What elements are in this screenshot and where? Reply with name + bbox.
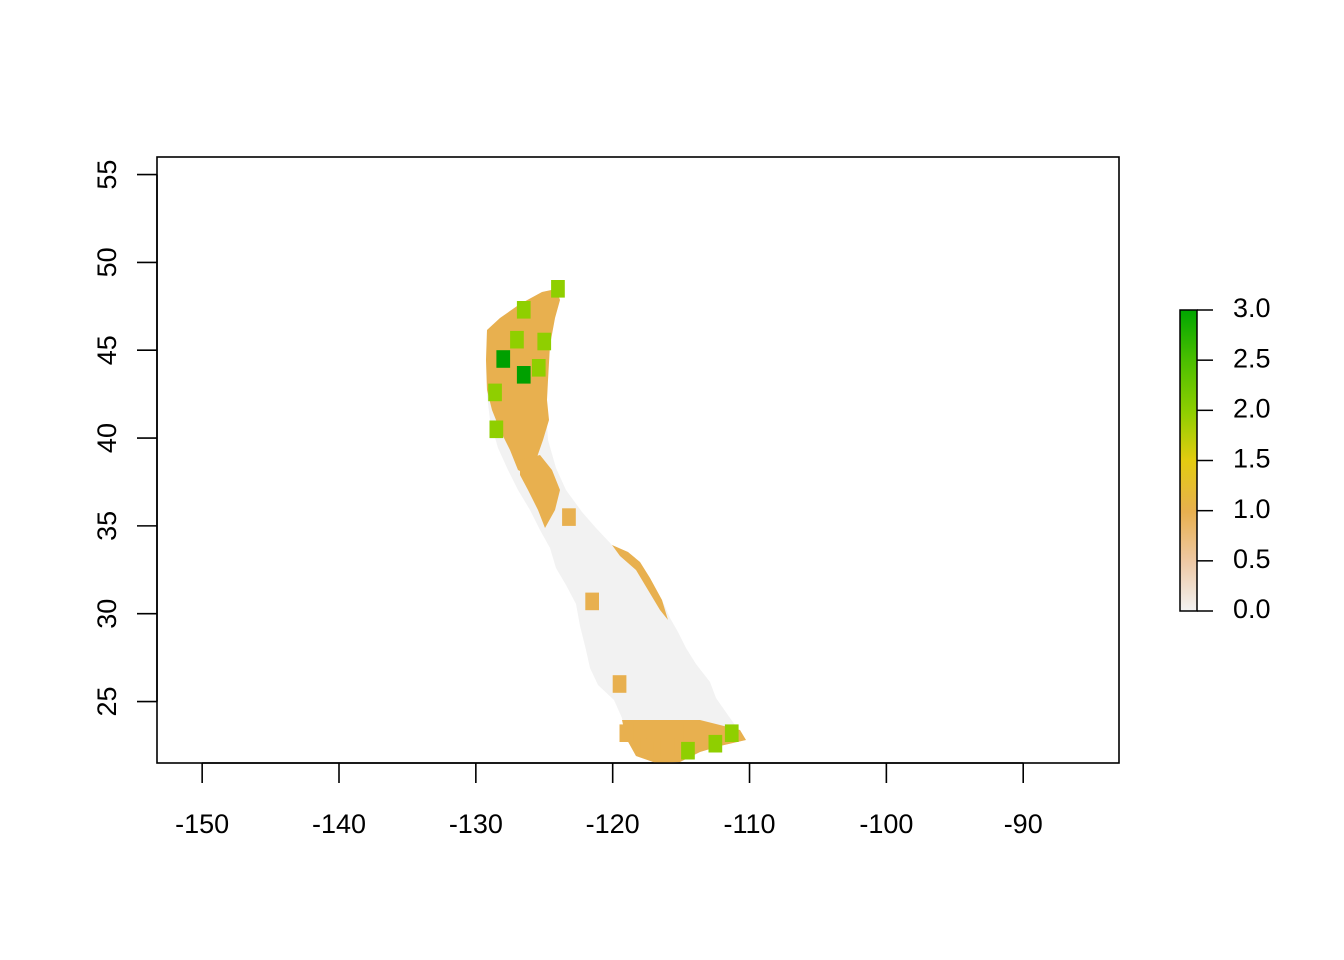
raster-cell [516,301,531,319]
colorbar-legend: 0.0 0.5 1.0 1.5 2.0 2.5 3.0 [1179,293,1271,624]
y-axis: 25 30 35 40 45 50 55 [92,160,158,717]
raster-cell [660,738,675,756]
coastal-edge-one-east [612,545,668,620]
y-tick-label: 35 [92,511,122,541]
raster-cell [640,738,654,756]
raster-cell [562,508,576,526]
x-tick-label: -140 [312,809,366,839]
colorbar-tick-label: 2.5 [1233,343,1271,373]
x-tick-label: -130 [449,809,503,839]
raster-cell [708,734,723,753]
raster-cell [510,330,524,349]
raster-cell [516,366,531,384]
x-tick-label: -100 [859,809,913,839]
y-tick-label: 30 [92,599,122,629]
raster-cell [646,724,661,742]
raster-cell [724,724,739,742]
raster-cell [612,675,627,693]
colorbar-tick-label: 0.0 [1233,594,1271,624]
map-raster [486,280,746,763]
x-tick-label: -90 [1004,809,1043,839]
x-axis: -150 -140 -130 -120 -110 -100 -90 [175,762,1043,839]
coastal-band-zero [486,289,746,763]
y-tick-label: 55 [92,160,122,190]
raster-cells [488,280,739,760]
colorbar-tick-label: 0.5 [1233,544,1271,574]
raster-cell [551,280,565,298]
y-tick-label: 50 [92,247,122,277]
y-tick-label: 40 [92,423,122,453]
colorbar-tick-label: 3.0 [1233,293,1271,323]
x-tick-label: -150 [175,809,229,839]
colorbar-tick-label: 1.5 [1233,444,1271,474]
coastal-patch-one-mid [520,455,560,528]
x-tick-label: -110 [724,809,776,839]
raster-cell [585,592,599,611]
raster-cell [488,383,502,402]
colorbar [1179,309,1198,612]
y-tick-label: 25 [92,686,122,716]
colorbar-tick-label: 1.0 [1233,494,1271,524]
raster-cell [683,724,698,742]
raster-cell [531,359,546,377]
raster-cell [681,741,695,760]
raster-cell [489,420,504,439]
x-tick-label: -120 [586,809,640,839]
raster-cell [496,350,511,368]
raster-cell [537,332,552,351]
colorbar-tick-label: 2.0 [1233,393,1271,423]
y-tick-label: 45 [92,335,122,365]
raster-cell [619,724,634,742]
